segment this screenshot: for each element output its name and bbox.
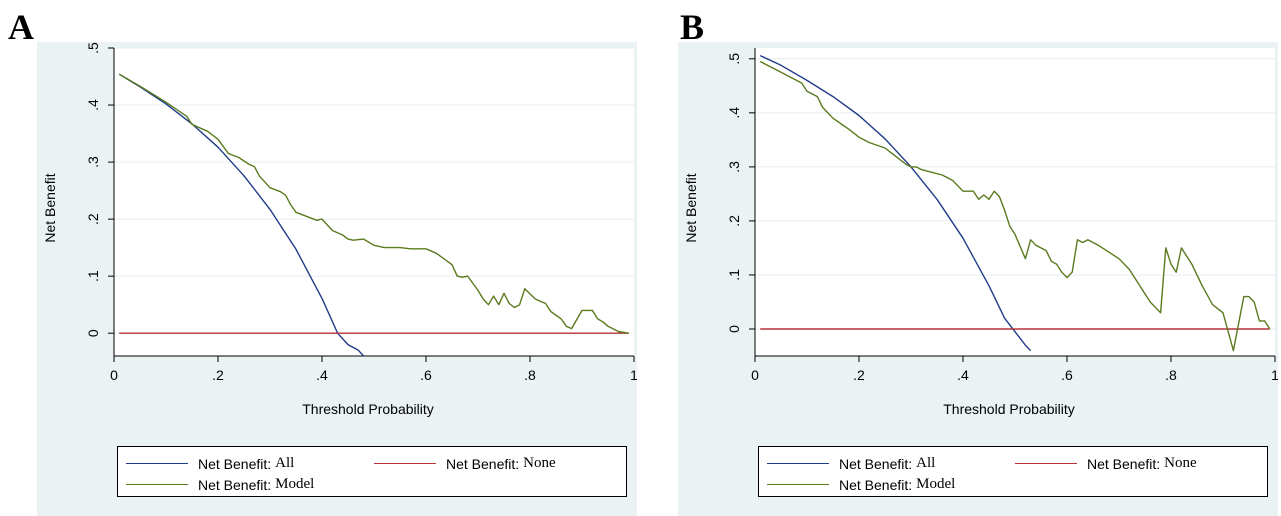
series-line-model (759, 60, 1271, 352)
legend-label-main: Net Benefit: (198, 455, 272, 472)
y-tick-label: .2 (85, 213, 101, 225)
plot-area (114, 48, 634, 356)
x-tick-label: .4 (316, 367, 328, 383)
legend-label-main: Net Benefit: (839, 455, 913, 472)
legend-swatch-none (1015, 463, 1077, 464)
y-axis-label: Net Benefit (42, 173, 58, 242)
legend-swatch-all (126, 463, 188, 464)
x-tick-label: .8 (1165, 367, 1177, 383)
x-tick-label: .6 (420, 367, 432, 383)
y-tick-label: .5 (85, 42, 101, 54)
legend-label-sub: None (523, 455, 556, 471)
y-axis-label: Net Benefit (683, 173, 699, 242)
legend-label-sub: None (1164, 455, 1197, 471)
y-tick-label: .4 (85, 99, 101, 111)
legend-label-main: Net Benefit: (1087, 455, 1161, 472)
x-tick-label: 0 (751, 367, 759, 383)
y-tick-label: .5 (726, 53, 742, 65)
legend-label-main: Net Benefit: (198, 476, 272, 493)
x-tick-label: .4 (957, 367, 969, 383)
x-axis-label: Threshold Probability (943, 401, 1075, 417)
y-tick-label: .2 (726, 215, 742, 227)
legend-b: Net Benefit: All Net Benefit: None Net Ben… (758, 446, 1268, 497)
legend-item-model: Net Benefit: Model (126, 476, 314, 493)
legend-label-sub: All (275, 455, 295, 471)
x-tick-label: .2 (212, 367, 224, 383)
y-tick-label: .3 (726, 161, 742, 173)
legend-label-sub: Model (916, 476, 956, 492)
y-tick-label: 0 (85, 329, 101, 337)
legend-label-sub: Model (275, 476, 315, 492)
legend-a: Net Benefit: All Net Benefit: None Net Ben… (117, 446, 627, 497)
legend-item-none: Net Benefit: None (374, 455, 556, 472)
chart-panel-a: 0 .2 .4 .6 .8 1 0 .1 .2 .3 .4 .5 Threshold Probabili… (37, 42, 637, 516)
x-tick-label: .2 (853, 367, 865, 383)
x-tick-label: .6 (1061, 367, 1073, 383)
series-line-model (118, 73, 629, 334)
legend-label-main: Net Benefit: (839, 476, 913, 493)
legend-item-model: Net Benefit: Model (767, 476, 955, 493)
legend-label-main: Net Benefit: (446, 455, 520, 472)
legend-item-all: Net Benefit: All (126, 455, 294, 472)
y-tick-label: .4 (726, 107, 742, 119)
x-tick-label: 1 (1271, 367, 1278, 383)
series-line-all (118, 73, 365, 357)
chart-svg-b: 0 .2 .4 .6 .8 1 0 .1 .2 .3 .4 .5 Threshold Probabili… (678, 42, 1278, 516)
y-tick-label: .1 (726, 269, 742, 281)
legend-swatch-all (767, 463, 829, 464)
panel-letter-b: B (680, 7, 705, 47)
y-tick-label: .3 (85, 156, 101, 168)
x-tick-label: .8 (524, 367, 536, 383)
chart-svg-a: 0 .2 .4 .6 .8 1 0 .1 .2 .3 .4 .5 Threshold Probabili… (37, 42, 637, 516)
y-tick-label: 0 (726, 325, 742, 333)
y-tick-label: .1 (85, 270, 101, 282)
panel-letter-a: A (8, 7, 34, 47)
legend-swatch-none (374, 463, 436, 464)
x-axis-label: Threshold Probability (302, 401, 434, 417)
x-tick-label: 1 (630, 367, 637, 383)
plot-area (755, 48, 1275, 356)
chart-panel-b: 0 .2 .4 .6 .8 1 0 .1 .2 .3 .4 .5 Threshold Probabili… (678, 42, 1278, 516)
legend-swatch-model (767, 484, 829, 485)
legend-label-sub: All (916, 455, 936, 471)
legend-swatch-model (126, 484, 188, 485)
x-tick-label: 0 (110, 367, 118, 383)
legend-item-none: Net Benefit: None (1015, 455, 1197, 472)
legend-item-all: Net Benefit: All (767, 455, 935, 472)
